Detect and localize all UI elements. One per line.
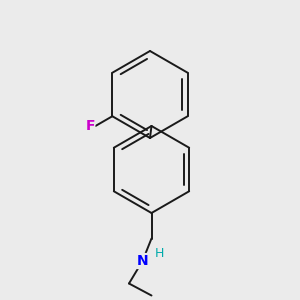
Text: F: F [85, 119, 95, 133]
Text: H: H [154, 247, 164, 260]
Text: N: N [137, 254, 148, 268]
